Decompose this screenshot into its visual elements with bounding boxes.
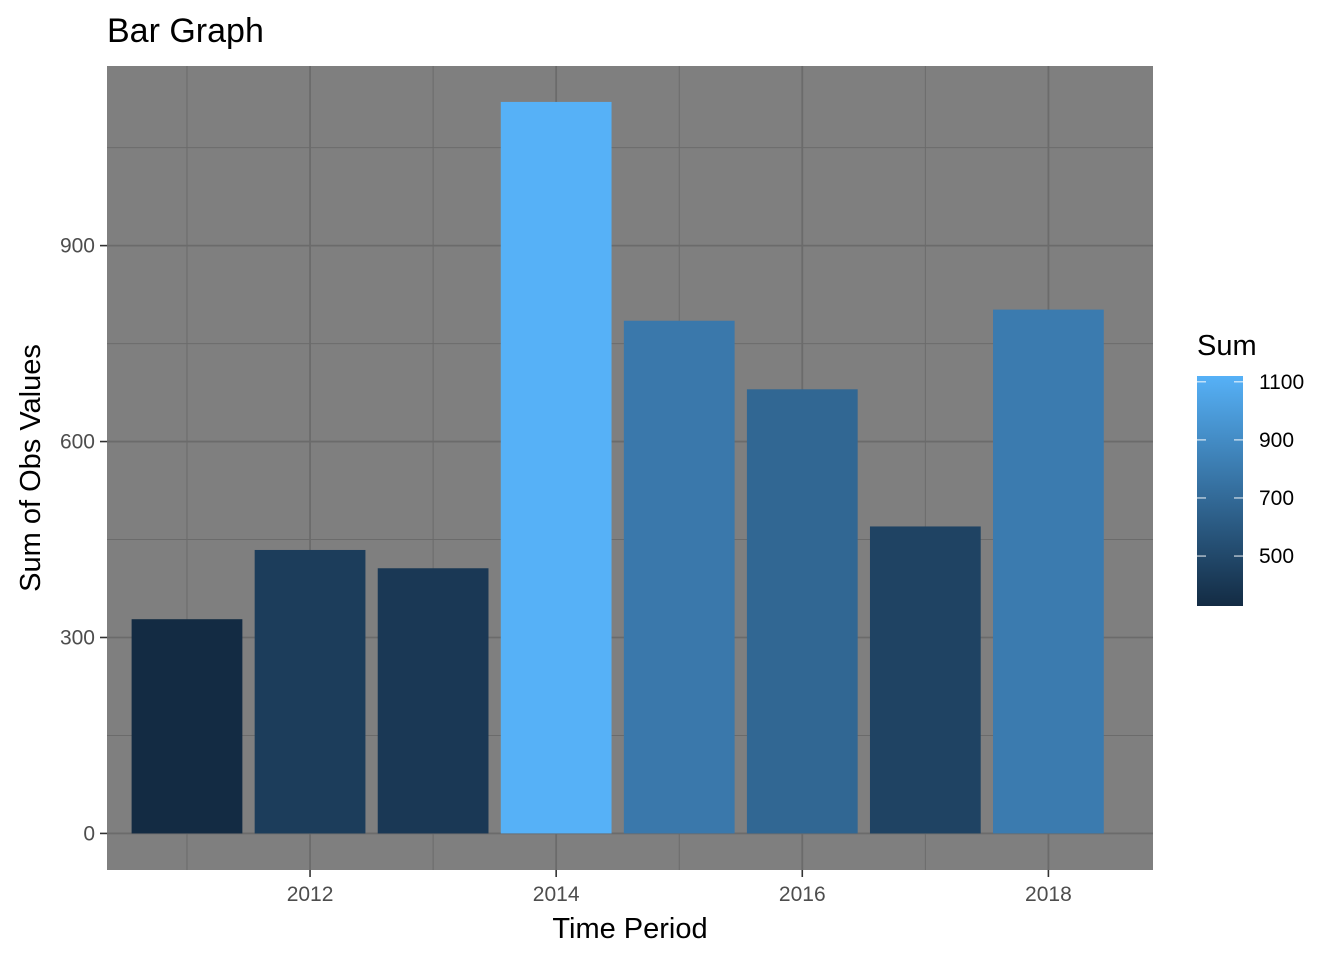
bar-2011 (131, 619, 243, 834)
bar-2016 (746, 389, 858, 834)
bar-2018 (993, 309, 1104, 834)
x-tick-label: 2018 (1025, 883, 1072, 906)
x-tick-label: 2014 (533, 883, 580, 906)
x-tick-label: 2012 (287, 883, 334, 906)
legend-tick-label: 700 (1259, 487, 1294, 510)
legend-colorbar (1197, 376, 1243, 606)
legend-tick-label: 1100 (1259, 371, 1304, 394)
bar-2014 (500, 101, 612, 834)
legend-title: Sum (1197, 330, 1257, 362)
y-tick-label: 300 (60, 626, 95, 649)
y-tick-label: 900 (60, 235, 95, 258)
x-axis: 2012 2014 2016 2018 (287, 870, 1072, 906)
bars (131, 101, 1104, 834)
legend: Sum 500 700 900 1100 (1197, 330, 1304, 606)
x-axis-title: Time Period (552, 913, 707, 945)
x-tick-label: 2016 (779, 883, 826, 906)
legend-tick-label: 900 (1259, 429, 1294, 452)
legend-tick-label: 500 (1259, 545, 1294, 568)
chart-title: Bar Graph (107, 12, 264, 50)
y-axis: 0 300 600 900 (60, 235, 107, 845)
bar-2013 (377, 568, 489, 834)
legend-ticks: 500 700 900 1100 (1197, 371, 1304, 568)
y-tick-label: 600 (60, 431, 95, 454)
y-axis-title: Sum of Obs Values (15, 344, 47, 592)
bar-2012 (254, 549, 366, 834)
y-tick-label: 0 (83, 822, 95, 845)
bar-2017 (869, 526, 981, 834)
bar-2015 (623, 320, 735, 834)
